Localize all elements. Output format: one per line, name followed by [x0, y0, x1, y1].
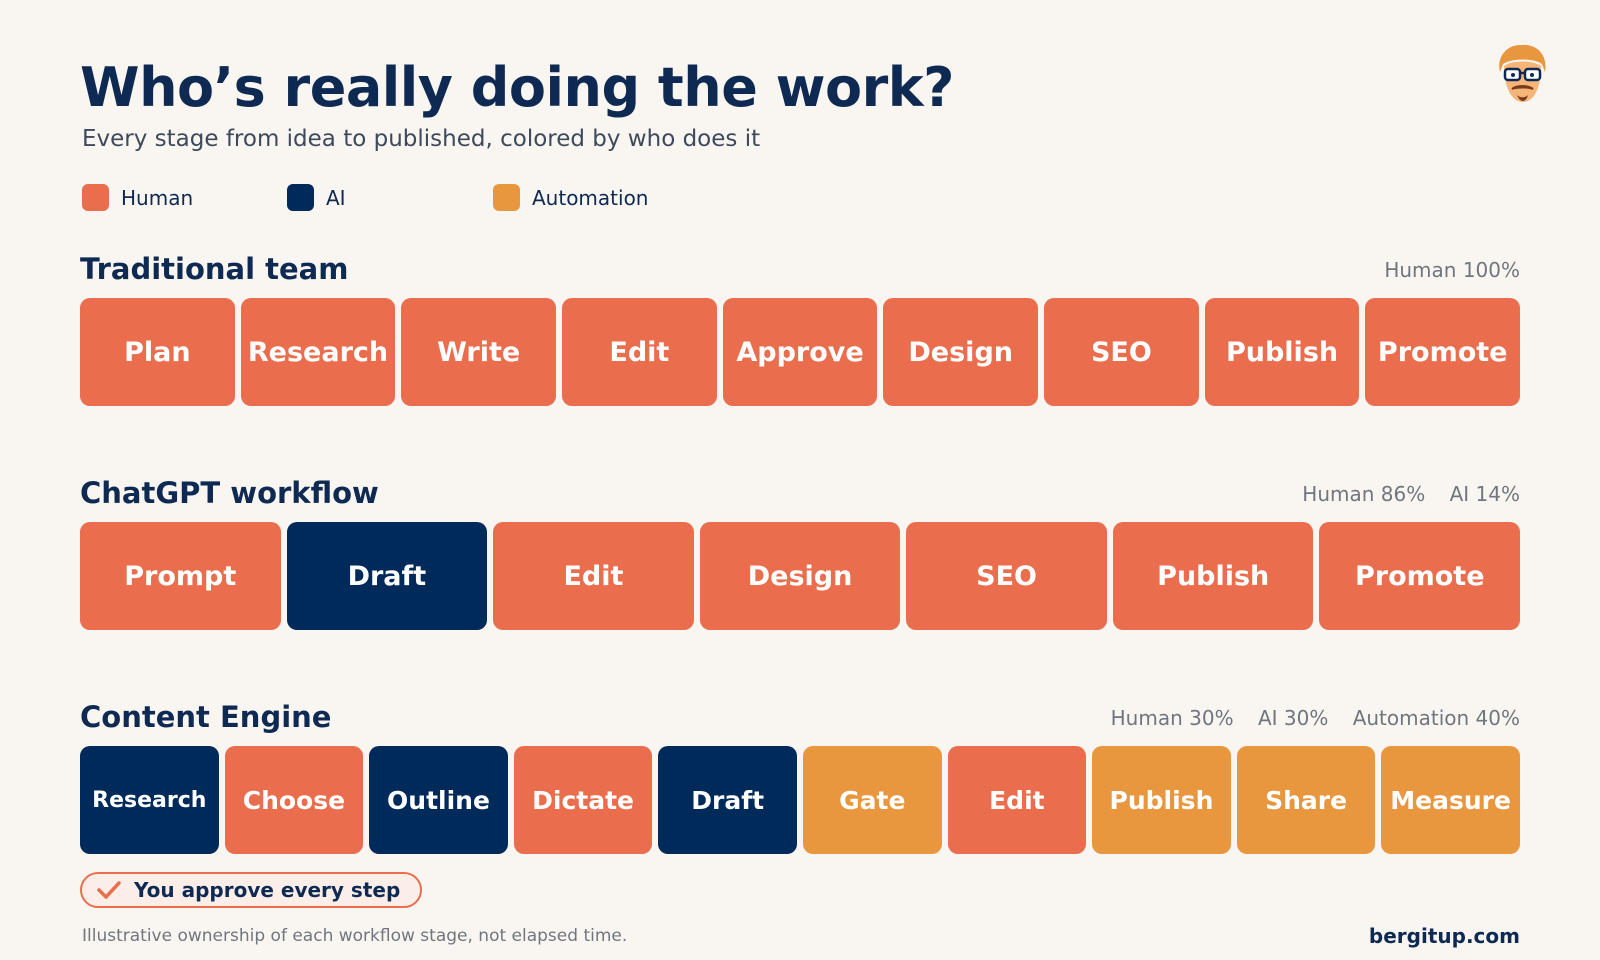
stage-row: Research Choose Outline Dictate Draft Ga… — [80, 746, 1520, 854]
legend-swatch-ai — [287, 184, 314, 211]
stage-design: Design — [883, 298, 1039, 406]
legend-label: Automation — [532, 185, 649, 210]
legend-label: AI — [326, 185, 346, 210]
stage-edit: Edit — [562, 298, 717, 406]
section-title: ChatGPT workflow — [80, 476, 379, 510]
approval-badge: You approve every step — [80, 872, 423, 908]
legend-item-automation: Automation — [493, 184, 648, 211]
section-title: Content Engine — [80, 700, 332, 734]
section-stats: Human 100% — [1366, 258, 1520, 282]
stage-row: Plan Research Write Edit Approve Design … — [80, 298, 1521, 406]
section-stats: Human 30% AI 30% Automation 40% — [1093, 706, 1520, 730]
legend-item-human: Human — [82, 184, 193, 211]
legend-swatch-automation — [493, 184, 520, 211]
stage-draft: Draft — [658, 746, 797, 854]
section-stats: Human 86% AI 14% — [1284, 482, 1520, 506]
stat-human: Human 30% — [1110, 706, 1234, 730]
stage-seo: SEO — [906, 522, 1107, 630]
stage-dictate: Dictate — [513, 746, 653, 854]
stat-ai: AI 14% — [1449, 482, 1520, 506]
section-header: Content Engine Human 30% AI 30% Automati… — [80, 700, 1520, 740]
stat-automation: Automation 40% — [1352, 706, 1520, 730]
section-title: Traditional team — [80, 252, 349, 286]
stat-human: Human 86% — [1302, 482, 1426, 506]
stage-research: Research — [80, 746, 219, 854]
legend-item-ai: AI — [287, 184, 346, 211]
stage-measure: Measure — [1381, 746, 1520, 854]
footnote: Illustrative ownership of each workflow … — [82, 926, 628, 946]
stage-design: Design — [699, 522, 901, 630]
stat-human: Human 100% — [1384, 258, 1520, 282]
stage-gate: Gate — [802, 746, 942, 854]
stat-ai: AI 30% — [1257, 706, 1329, 730]
section-header: ChatGPT workflow Human 86% AI 14% — [80, 476, 1520, 516]
stage-edit: Edit — [493, 522, 694, 630]
stage-row: Prompt Draft Edit Design SEO Publish Pro… — [80, 522, 1521, 630]
stage-edit: Edit — [947, 746, 1087, 854]
stage-share: Share — [1236, 746, 1376, 854]
page-subtitle: Every stage from idea to published, colo… — [82, 126, 761, 152]
stage-draft: Draft — [286, 522, 488, 630]
section-header: Traditional team Human 100% — [80, 252, 1520, 292]
stage-approve: Approve — [722, 298, 878, 406]
stage-plan: Plan — [80, 298, 235, 406]
stage-prompt: Prompt — [80, 522, 281, 630]
stage-choose: Choose — [224, 746, 364, 854]
page-title: Who’s really doing the work? — [80, 56, 954, 119]
stage-publish: Publish — [1092, 746, 1231, 854]
badge-text: You approve every step — [134, 878, 401, 902]
section-content-engine: Content Engine Human 30% AI 30% Automati… — [80, 700, 1520, 854]
section-traditional-team: Traditional team Human 100% Plan Researc… — [80, 252, 1521, 406]
stage-publish: Publish — [1112, 522, 1314, 630]
stage-promote: Promote — [1365, 298, 1521, 406]
legend-label: Human — [121, 185, 194, 210]
section-chatgpt-workflow: ChatGPT workflow Human 86% AI 14% Prompt… — [80, 476, 1521, 630]
legend-swatch-human — [82, 184, 109, 211]
check-icon — [97, 881, 121, 899]
stage-outline: Outline — [369, 746, 508, 854]
legend: Human AI Automation — [82, 184, 782, 212]
stage-seo: SEO — [1044, 298, 1199, 406]
stage-research: Research — [240, 298, 396, 406]
avatar-icon — [1499, 44, 1546, 102]
site-link[interactable]: bergitup.com — [1368, 924, 1520, 948]
stage-publish: Publish — [1204, 298, 1360, 406]
stage-write: Write — [401, 298, 557, 406]
stage-promote: Promote — [1319, 522, 1521, 630]
